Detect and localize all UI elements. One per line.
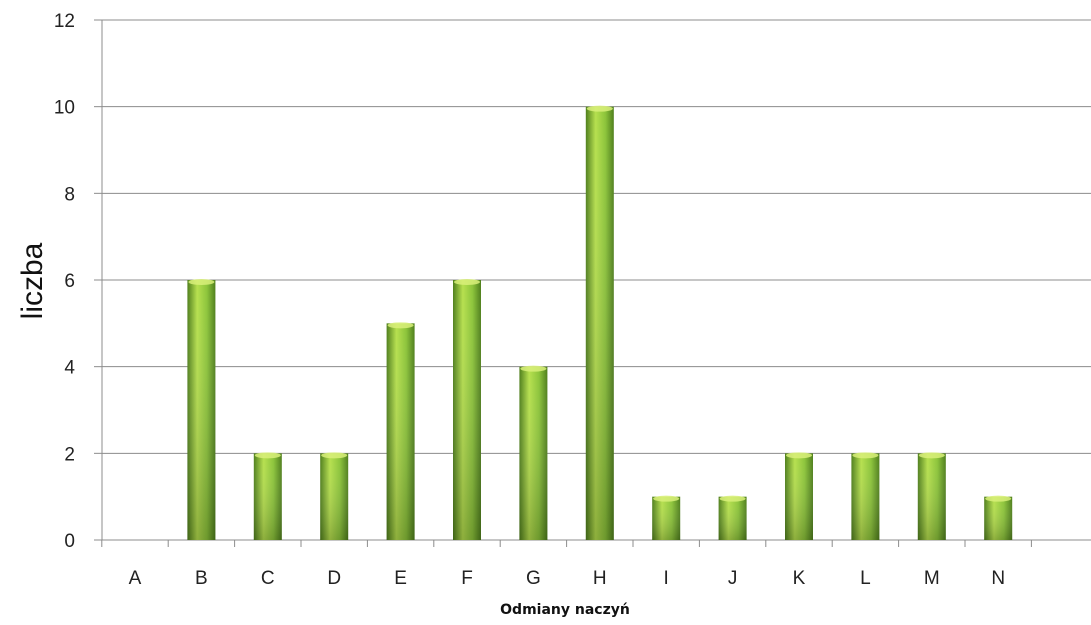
bar-shading [917, 453, 946, 540]
bar-top-highlight [786, 452, 812, 459]
bar-shading [253, 453, 282, 540]
bar-top-highlight [188, 279, 215, 285]
bar-F [453, 279, 481, 540]
bar-shading [984, 496, 1013, 540]
bar-shading [187, 280, 216, 540]
x-tick-label: F [461, 568, 473, 589]
bar-K [785, 452, 813, 540]
bar-shading [652, 496, 681, 540]
x-tick-label: C [261, 568, 275, 589]
bar-H [585, 105, 614, 541]
bar-top-highlight [852, 452, 879, 459]
bar-shading [585, 106, 614, 541]
bar-E [386, 322, 415, 540]
x-tick-label: H [593, 568, 607, 589]
bar-shading [386, 323, 415, 540]
x-tick-label: J [728, 568, 738, 589]
bar-shading [718, 496, 747, 540]
bar-shading [519, 366, 548, 540]
bar-D [320, 452, 349, 540]
y-tick-label: 12 [54, 11, 75, 32]
bar-B [187, 279, 216, 540]
x-tick-label: E [394, 568, 407, 589]
bar-C [253, 452, 282, 540]
y-axis-label: liczba [16, 242, 49, 319]
y-tick-label: 0 [64, 531, 75, 552]
bar-top-highlight [387, 322, 414, 329]
bar-top-highlight [454, 279, 480, 285]
bar-N [984, 495, 1013, 540]
bar-shading [453, 280, 481, 540]
x-tick-label: L [860, 568, 871, 589]
bar-shading [785, 453, 813, 540]
bar-I [652, 495, 681, 540]
x-tick-label: D [327, 568, 341, 589]
x-tick-label: N [991, 568, 1005, 589]
x-tick-label: B [195, 568, 208, 589]
bar-top-highlight [653, 495, 680, 502]
y-tick-label: 2 [64, 444, 75, 465]
bar-top-highlight [254, 452, 281, 459]
bar-J [718, 495, 747, 540]
x-axis-label: Odmiany naczyń [500, 602, 630, 618]
x-tick-label: G [526, 568, 541, 589]
bar-top-highlight [918, 452, 945, 459]
bar-top-highlight [586, 105, 613, 112]
y-tick-label: 6 [64, 271, 75, 292]
bar-top-highlight [321, 452, 348, 459]
x-tick-label: K [793, 568, 806, 589]
x-tick-label: A [129, 568, 142, 589]
bar-L [851, 452, 880, 540]
x-tick-label: M [924, 568, 940, 589]
bar-shading [320, 453, 349, 540]
bar-M [917, 452, 946, 540]
y-tick-labels: 0 2 4 6 8 10 12 [54, 11, 76, 552]
y-tick-label: 8 [64, 184, 75, 205]
y-tick-label: 10 [54, 98, 75, 119]
bar-top-highlight [719, 495, 746, 502]
bar-shading [851, 453, 880, 540]
x-tick-labels: A B C D E F G H I J K L M N [129, 568, 1005, 589]
bar-top-highlight [985, 495, 1012, 502]
bar-top-highlight [520, 365, 547, 372]
bars [187, 105, 1013, 541]
bar-G [519, 365, 548, 540]
x-tick-label: I [664, 568, 669, 589]
y-tick-label: 4 [64, 358, 75, 379]
